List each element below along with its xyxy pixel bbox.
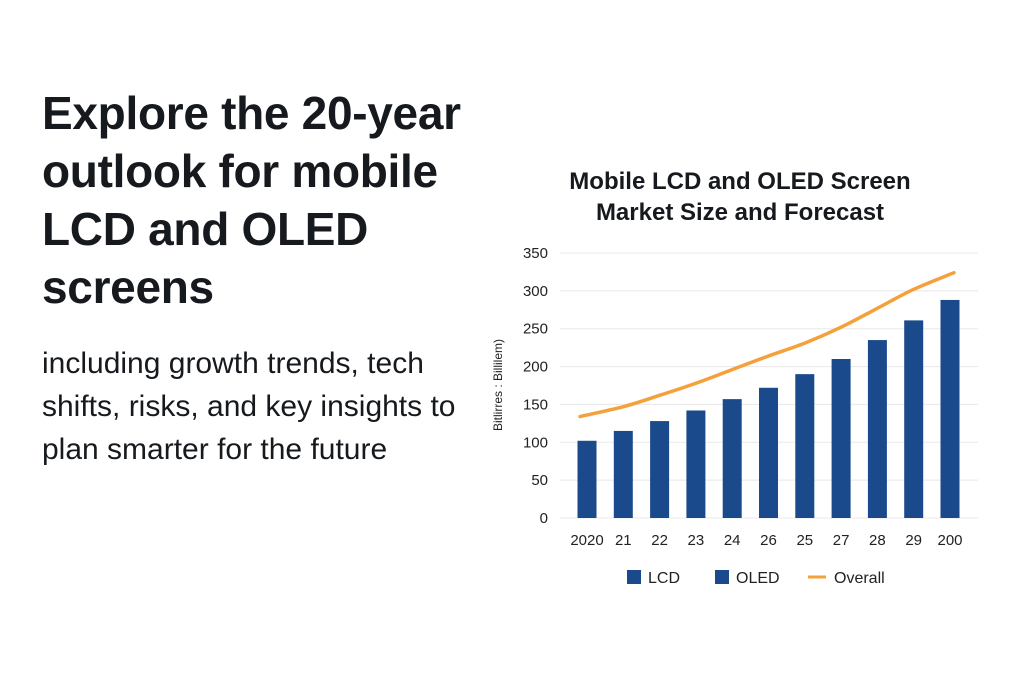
x-tick-label: 200 — [937, 532, 962, 549]
x-tick-label: 24 — [724, 532, 741, 549]
bars — [577, 299, 960, 518]
bar — [831, 359, 851, 518]
legend-swatch-oled — [715, 570, 729, 584]
bar — [722, 399, 742, 518]
x-tick-label: 22 — [651, 532, 668, 549]
bar — [613, 430, 633, 518]
x-tick-label: 23 — [688, 532, 705, 549]
x-tick-label: 27 — [833, 532, 850, 549]
bar — [686, 410, 706, 518]
y-tick-label: 150 — [523, 396, 548, 413]
y-tick-label: 350 — [523, 245, 548, 262]
x-tick-labels: 2020 21 22 23 24 26 25 27 28 29 200 — [570, 532, 962, 549]
y-tick-label: 50 — [531, 472, 548, 489]
chart-title: Mobile LCD and OLED Screen Market Size a… — [520, 166, 960, 228]
x-tick-label: 2020 — [570, 532, 603, 549]
bar — [867, 340, 887, 518]
overall-line-group — [578, 270, 956, 419]
y-axis-label: Bitlirres : Billilem) — [491, 339, 505, 431]
y-tick-label: 300 — [523, 283, 548, 300]
x-tick-label: 28 — [869, 532, 886, 549]
legend: LCD OLED Overall — [627, 570, 885, 587]
x-tick-label: 25 — [796, 532, 813, 549]
x-tick-label: 29 — [905, 532, 922, 549]
chart-title-line-1: Mobile LCD and OLED Screen — [569, 168, 911, 195]
subtext: including growth trends, tech shifts, ri… — [42, 347, 456, 466]
bar — [577, 440, 597, 518]
legend-label: Overall — [834, 570, 885, 587]
y-tick-labels: 0 50 100 150 200 250 300 350 — [523, 245, 548, 527]
y-tick-label: 100 — [523, 434, 548, 451]
x-tick-label: 26 — [760, 532, 777, 549]
bar — [650, 421, 670, 518]
headline: Explore the 20-year outlook for mobile L… — [42, 87, 461, 313]
bar — [759, 387, 778, 518]
overall-line — [578, 270, 956, 419]
y-tick-label: 200 — [523, 359, 548, 376]
y-tick-label: 250 — [523, 321, 548, 338]
legend-label: LCD — [648, 570, 680, 587]
legend-label: OLED — [736, 570, 780, 587]
bar — [940, 299, 960, 518]
bar — [795, 374, 815, 518]
y-tick-label: 0 — [540, 510, 548, 527]
legend-swatch-lcd — [627, 570, 641, 584]
bar — [904, 320, 924, 518]
chart-title-line-2: Market Size and Forecast — [595, 199, 885, 226]
x-tick-label: 21 — [615, 532, 632, 549]
